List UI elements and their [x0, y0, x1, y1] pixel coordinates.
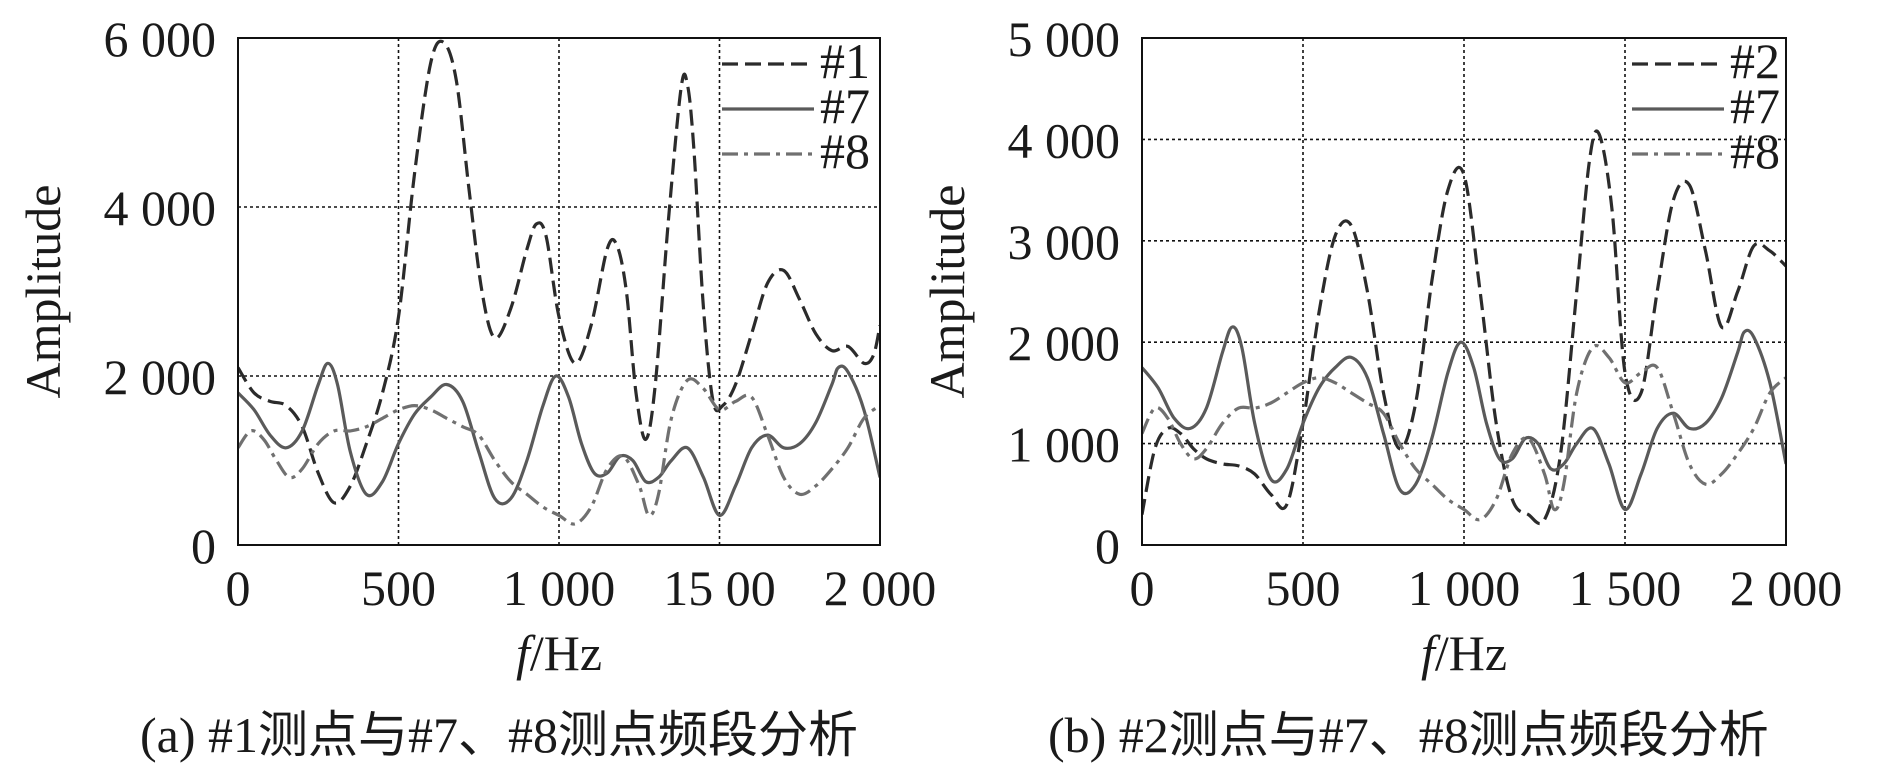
series-line-n1: [238, 39, 880, 505]
y-tick-labels: 0 1 000 2 000 3 000 4 000 5 000: [1008, 11, 1121, 574]
plot-frame: [1141, 37, 1787, 546]
y-axis-label: Amplitude: [919, 185, 975, 399]
legend-label: #8: [820, 123, 870, 179]
plot-frame: [237, 37, 881, 546]
panel-caption: (a) #1测点与#7、#8测点频段分析: [140, 707, 858, 763]
series-line-n8: [1142, 343, 1786, 522]
y-tick-label: 0: [1095, 518, 1120, 574]
panel-caption: (b) #2测点与#7、#8测点频段分析: [1048, 707, 1769, 763]
x-axis-label: f/Hz: [516, 625, 602, 681]
chart-panel-b: 0 1 000 2 000 3 000 4 000 5 000 0 500 1 000 1 50…: [919, 11, 1842, 763]
legend: #1#7#8: [722, 33, 870, 179]
y-tick-label: 4 000: [104, 180, 217, 236]
series-lines: [1142, 129, 1786, 526]
y-tick-label: 6 000: [104, 11, 217, 67]
grid-lines: [1142, 38, 1786, 545]
legend-label: #7: [1730, 78, 1780, 134]
x-tick-label: 1 000: [1408, 560, 1521, 616]
x-tick-label: 15 00: [663, 560, 776, 616]
x-tick-label: 0: [226, 560, 251, 616]
legend-label: #7: [820, 78, 870, 134]
y-tick-label: 2 000: [1008, 315, 1121, 371]
y-tick-label: 1 000: [1008, 417, 1121, 473]
legend-label: #1: [820, 33, 870, 89]
x-axis-label-unit: /Hz: [530, 625, 602, 681]
x-axis-label-unit: /Hz: [1435, 625, 1507, 681]
x-tick-labels: 0 500 1 000 1 500 2 000: [1130, 560, 1843, 616]
grid-lines: [238, 38, 880, 545]
series-line-n8: [238, 377, 880, 526]
x-tick-labels: 0 500 1 000 15 00 2 000: [226, 560, 937, 616]
x-tick-label: 2 000: [1730, 560, 1843, 616]
x-tick-label: 1 000: [503, 560, 616, 616]
chart-panel-a: 0 2 000 4 000 6 000 0 500 1 000 15 00 2 000 Amp…: [15, 11, 936, 763]
x-tick-label: 2 000: [824, 560, 937, 616]
x-tick-label: 500: [361, 560, 436, 616]
series-line-n2: [1142, 129, 1786, 526]
series-line-n7: [238, 361, 880, 517]
x-tick-label: 500: [1266, 560, 1341, 616]
series-line-n7: [1142, 325, 1786, 512]
y-tick-label: 0: [191, 518, 216, 574]
legend: #2#7#8: [1632, 33, 1780, 179]
series-lines: [238, 39, 880, 526]
y-tick-label: 4 000: [1008, 112, 1121, 168]
x-tick-label: 1 500: [1569, 560, 1682, 616]
legend-label: #2: [1730, 33, 1780, 89]
y-tick-labels: 0 2 000 4 000 6 000: [104, 11, 217, 574]
y-tick-label: 2 000: [104, 349, 217, 405]
y-axis-label: Amplitude: [15, 185, 71, 399]
y-tick-label: 5 000: [1008, 11, 1121, 67]
x-tick-label: 0: [1130, 560, 1155, 616]
x-axis-label: f/Hz: [1421, 625, 1507, 681]
y-tick-label: 3 000: [1008, 214, 1121, 270]
legend-label: #8: [1730, 123, 1780, 179]
